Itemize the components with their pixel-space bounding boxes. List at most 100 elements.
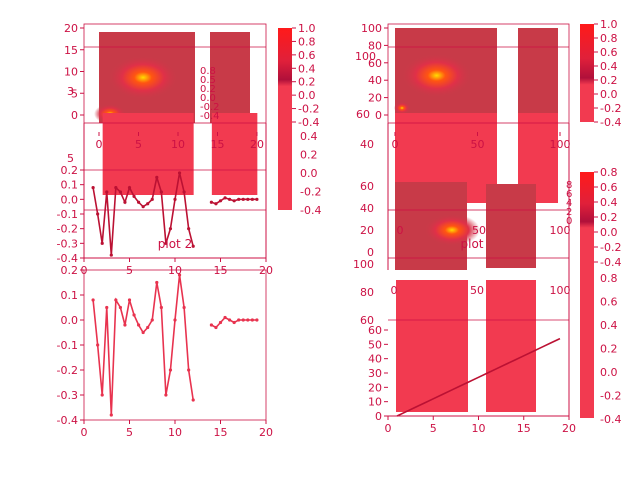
lbot-point (228, 318, 232, 322)
lm-point (114, 186, 118, 190)
rt-xtick-label: 0 (392, 138, 399, 151)
lt-ytick-label: 10 (64, 66, 78, 79)
rm-xtick-label: 0 (397, 224, 404, 237)
colorbar-left-lower-label: -0.2 (300, 186, 321, 199)
rt-xtick-label: 100 (550, 138, 571, 151)
lt-image-hotspot (107, 55, 179, 100)
colorbar-right-top-label: 0.6 (600, 46, 618, 59)
rt-image-strip (518, 28, 558, 123)
colorbar-right-top-label: 0.8 (600, 32, 618, 45)
colorbar-left-lower (278, 122, 292, 210)
lbot-point (155, 280, 159, 285)
lbot-point (132, 313, 136, 317)
rbot-ytick-label: 0 (375, 410, 382, 423)
lm-point (191, 244, 195, 248)
rbot-ytick-label: 20 (368, 381, 382, 394)
colorbar-right-top-label: 1.0 (600, 18, 618, 31)
lm-ytick-label: 0.0 (61, 193, 79, 206)
lm-point (209, 200, 213, 204)
colorbar-right-bottom-label: 0.0 (600, 366, 618, 379)
lm-ytick-label: -0.3 (57, 237, 78, 250)
rm-overlap-label: 2 (566, 207, 572, 218)
lbot-xtick-label: 10 (168, 426, 182, 439)
rbot-xtick-label: 15 (517, 422, 531, 435)
lt-overlap-label: 0.8 (200, 66, 216, 77)
colorbar-left-top-label: -0.4 (298, 116, 319, 129)
colorbar-right-top-label: -0.4 (600, 116, 621, 129)
lbot-point (191, 398, 195, 402)
lbot-point (123, 323, 127, 327)
colorbar-right-mid (580, 172, 594, 262)
lm-point (187, 227, 191, 231)
rt-xtick-label: 50 (471, 138, 485, 151)
colorbar-right-bottom-label: 0.8 (600, 272, 618, 285)
colorbar-right-bottom-label: 0.2 (600, 343, 618, 356)
lt-ytick-label: 0 (71, 109, 78, 122)
lt-ytick-label: 15 (64, 44, 78, 57)
lbot-point (159, 305, 163, 310)
rbot-ytick-label: 10 (368, 396, 382, 409)
lt-stray-label: 3 (67, 85, 74, 98)
lm-point (150, 197, 154, 201)
lbot-point (250, 318, 254, 322)
lt-overlap-label: 0.2 (200, 84, 216, 95)
lb-ytick-label: 5 (67, 152, 74, 165)
rm-xtick-label: 100 (550, 224, 571, 237)
lm-point (123, 200, 127, 204)
lbot-ytick-label: 0.0 (61, 314, 79, 327)
lm-point (246, 197, 250, 201)
lbot-point (137, 323, 141, 327)
rm-image-hotspot (424, 214, 480, 246)
lm-point (91, 186, 95, 190)
colorbar-left-lower-label: 0.0 (300, 167, 318, 180)
lm-point (250, 197, 254, 201)
lbot-ytick-label: -0.2 (57, 364, 78, 377)
rm-title: plot (461, 237, 484, 251)
rm-overlap-label: 4 (566, 198, 572, 209)
lm-ytick-label: 0.2 (61, 164, 79, 177)
colorbar-left-top-label: 0.2 (298, 76, 316, 89)
lbot-ytick-label: -0.4 (57, 414, 78, 427)
lt-xtick-label: 5 (135, 138, 142, 151)
lm-ytick-label: -0.4 (57, 252, 78, 265)
colorbar-right-bottom-label: -0.4 (600, 413, 621, 426)
colorbar-left-top-label: 0.6 (298, 49, 316, 62)
lm-ytick-label: 0.1 (61, 179, 79, 192)
lm-point (159, 190, 163, 194)
colorbar-left-lower-label: 0.4 (300, 130, 318, 143)
lbot-ytick-label: -0.3 (57, 389, 78, 402)
lbot-point (218, 320, 223, 325)
rb-ytick-label: 80 (360, 286, 374, 299)
lm-point (155, 175, 159, 179)
lm-xtick-label: 10 (168, 264, 182, 277)
colorbar-left-top-label: 0.0 (298, 89, 316, 102)
lt-overlap-label: 0.0 (200, 93, 216, 104)
colorbar-left-lower-label: 0.2 (300, 149, 318, 162)
lbot-point (187, 368, 191, 372)
right-bar (486, 280, 536, 412)
lm-point (96, 212, 100, 216)
lt-ytick-label: 20 (64, 22, 78, 35)
lt-overlap-label: 0.5 (200, 75, 216, 86)
lbot-point (241, 318, 245, 322)
colorbar-right-bottom (580, 262, 594, 418)
lbot-point (141, 330, 145, 335)
lbot-point (177, 273, 182, 277)
colorbar-right-bottom-label: 0.4 (600, 319, 618, 332)
rt-ytick-label: 40 (368, 74, 382, 87)
colorbar-right-mid-label: 0.6 (600, 181, 618, 194)
colorbar-right-top-label: 0.0 (600, 88, 618, 101)
lbot-xtick-label: 15 (214, 426, 228, 439)
right-bar (396, 280, 468, 412)
rt-ytick-label: 60 (368, 57, 382, 70)
lm-point (146, 202, 150, 206)
colorbar-right-top-label: 0.4 (600, 60, 618, 73)
colorbar-right-top-label: 0.2 (600, 74, 618, 87)
lbot-point (223, 315, 227, 320)
rt-frame (387, 23, 570, 124)
colorbar-right-top (580, 24, 594, 122)
lbot-point (114, 298, 118, 302)
lm-point (141, 205, 145, 209)
lbot-point (246, 318, 250, 322)
